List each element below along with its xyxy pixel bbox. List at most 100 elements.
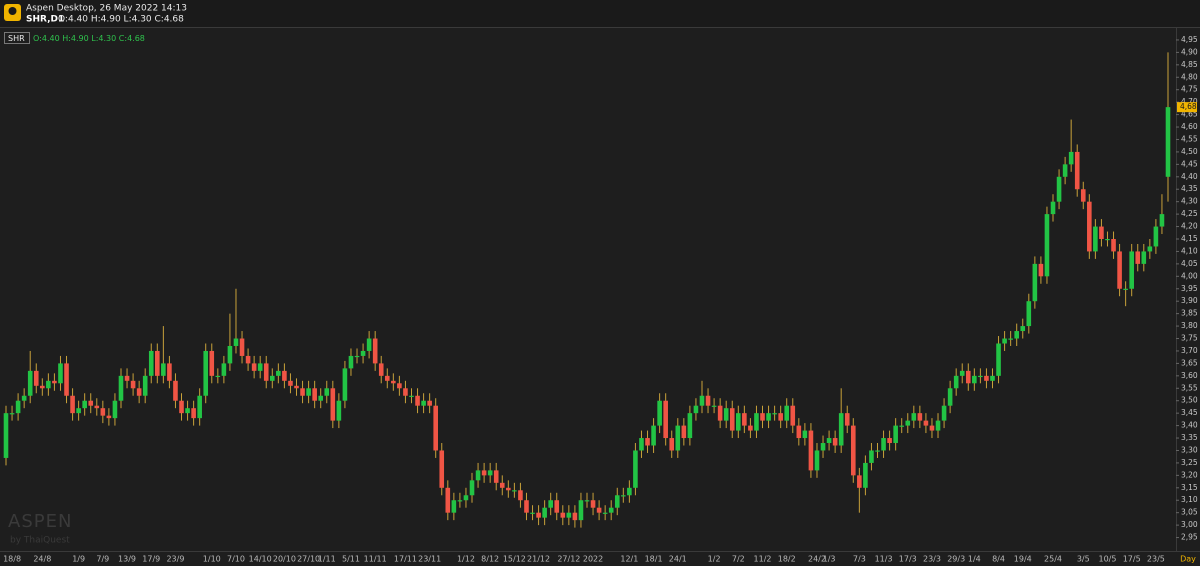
app-title: Aspen Desktop, 26 May 2022 14:13 bbox=[26, 4, 187, 14]
candle-body bbox=[729, 408, 735, 431]
y-tick-label: 4,70 bbox=[1181, 97, 1198, 106]
candle-body bbox=[493, 470, 499, 483]
candle-body bbox=[366, 338, 372, 351]
candle-body bbox=[1080, 189, 1086, 202]
x-tick-label: 20/10 bbox=[273, 555, 296, 564]
legend-symbol: SHR bbox=[8, 34, 25, 43]
candle-body bbox=[584, 500, 590, 502]
candle-body bbox=[663, 400, 668, 439]
candle-body bbox=[1087, 201, 1092, 252]
y-tick-label: 4,00 bbox=[1181, 271, 1198, 280]
candle-body bbox=[403, 388, 408, 396]
candle-body bbox=[94, 405, 100, 409]
candle-body bbox=[124, 375, 130, 381]
candle-body bbox=[76, 408, 81, 414]
candle-body bbox=[130, 380, 136, 389]
x-tick-label: 1/2 bbox=[708, 555, 721, 564]
candle-body bbox=[814, 450, 820, 471]
candle-body bbox=[911, 413, 917, 421]
x-tick-label: 23/3 bbox=[923, 555, 941, 564]
candle-body bbox=[917, 413, 923, 421]
candle-body bbox=[536, 512, 541, 518]
candle-body bbox=[378, 363, 384, 376]
x-tick-label: 7/9 bbox=[96, 555, 109, 564]
y-tick-label: 4,35 bbox=[1181, 184, 1198, 193]
candle-body bbox=[850, 425, 856, 476]
y-tick-label: 4,40 bbox=[1181, 172, 1198, 181]
x-tick-label: 24/1 bbox=[669, 555, 687, 564]
candle-body bbox=[469, 480, 475, 496]
candle-body bbox=[778, 413, 783, 421]
x-tick-label: 3/5 bbox=[1077, 555, 1090, 564]
candle-body bbox=[239, 338, 245, 356]
y-tick-label: 3,55 bbox=[1181, 383, 1198, 392]
candle-body bbox=[463, 495, 469, 501]
candle-body bbox=[1129, 251, 1134, 289]
x-tick-label: 1/9 bbox=[72, 555, 85, 564]
header-ohlc: O:4.40 H:4.90 L:4.30 C:4.68 bbox=[58, 15, 184, 25]
y-tick-label: 3,90 bbox=[1181, 296, 1198, 305]
watermark-brand: ASPEN bbox=[8, 511, 72, 532]
candle-body bbox=[46, 380, 51, 389]
candle-body bbox=[984, 375, 989, 381]
y-tick-label: 4,30 bbox=[1181, 197, 1198, 206]
x-tick-label: 1/11 bbox=[318, 555, 336, 564]
candle-body bbox=[415, 395, 420, 406]
candle-body bbox=[614, 495, 620, 508]
x-tick-label: 23/11 bbox=[418, 555, 441, 564]
candle-body bbox=[70, 395, 75, 414]
y-tick-label: 4,90 bbox=[1181, 47, 1198, 56]
candle-body bbox=[487, 470, 493, 476]
candle-body bbox=[675, 425, 681, 451]
x-tick-label: 11/2 bbox=[754, 555, 772, 564]
x-tick-label: 29/3 bbox=[947, 555, 965, 564]
candle-body bbox=[826, 438, 832, 444]
candle-body bbox=[1050, 201, 1056, 215]
candle-body bbox=[657, 400, 662, 426]
x-tick-label: 1/12 bbox=[457, 555, 475, 564]
y-tick-label: 3,05 bbox=[1181, 508, 1198, 517]
candle-body bbox=[808, 430, 814, 471]
candle-body bbox=[191, 408, 196, 419]
x-tick-label: 2022 bbox=[583, 555, 603, 564]
x-tick-label: 7/3 bbox=[853, 555, 866, 564]
candle-body bbox=[451, 500, 457, 513]
legend-ohlc: O:4.40 H:4.90 L:4.30 C:4.68 bbox=[33, 34, 145, 43]
x-tick-label: 17/3 bbox=[899, 555, 917, 564]
x-tick-label: 17/5 bbox=[1123, 555, 1141, 564]
candle-body bbox=[1074, 151, 1080, 190]
candle-body bbox=[88, 400, 94, 406]
candle-body bbox=[257, 363, 263, 371]
candle-body bbox=[990, 375, 995, 381]
candle-body bbox=[542, 507, 547, 518]
candle-body bbox=[354, 355, 360, 358]
candle-body bbox=[348, 355, 354, 369]
candle-body bbox=[263, 363, 269, 381]
x-tick-label: 12/1 bbox=[620, 555, 638, 564]
y-tick-label: 4,85 bbox=[1181, 60, 1198, 69]
candle-body bbox=[481, 470, 487, 476]
candle-body bbox=[457, 500, 463, 502]
y-tick-label: 3,65 bbox=[1181, 358, 1198, 367]
y-tick-label: 4,25 bbox=[1181, 209, 1198, 218]
candle-body bbox=[142, 375, 148, 396]
y-tick-label: 3,75 bbox=[1181, 334, 1198, 343]
x-tick-label: 1/4 bbox=[968, 555, 981, 564]
candle-body bbox=[947, 388, 953, 406]
candle-body bbox=[306, 388, 311, 396]
candle-body bbox=[227, 345, 233, 364]
candle-body bbox=[929, 425, 935, 431]
candle-body bbox=[294, 385, 299, 389]
candle-body bbox=[203, 350, 209, 396]
y-tick-label: 4,55 bbox=[1181, 134, 1198, 143]
y-tick-label: 4,50 bbox=[1181, 147, 1198, 156]
y-tick-label: 4,95 bbox=[1181, 35, 1198, 44]
candle-body bbox=[112, 400, 118, 419]
candle-body bbox=[560, 512, 566, 518]
candle-body bbox=[923, 420, 929, 426]
y-tick-label: 3,40 bbox=[1181, 421, 1198, 430]
candle-body bbox=[3, 413, 9, 458]
